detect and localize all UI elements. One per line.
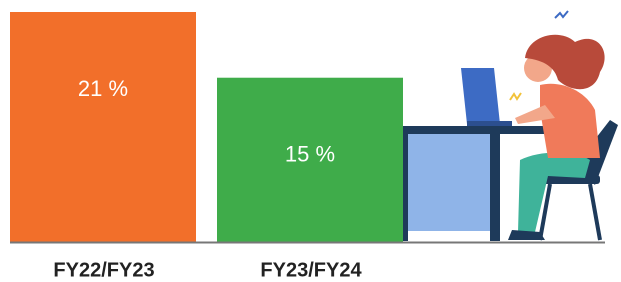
- category-label: FY22/FY23: [53, 259, 154, 281]
- laptop-base: [467, 121, 512, 126]
- chair-leg: [590, 184, 600, 240]
- stress-mark: [510, 93, 521, 100]
- category-label: FY23/FY24: [260, 259, 362, 281]
- shirt: [540, 84, 600, 158]
- value-label: 15 %: [285, 142, 335, 167]
- trousers: [518, 153, 590, 233]
- shoe: [508, 230, 545, 240]
- desk-top: [382, 126, 552, 134]
- bar: [10, 12, 196, 242]
- value-label: 21 %: [78, 76, 128, 101]
- page: 21 %FY22/FY2315 %FY23/FY24 (() => { cons…: [0, 0, 621, 282]
- illustration: [382, 11, 618, 241]
- laptop: [461, 68, 500, 124]
- chart: 21 % FY22/FY23 15 % FY23/FY24: [0, 0, 621, 282]
- desk-panel: [400, 133, 492, 231]
- desk-leg: [490, 133, 500, 241]
- stress-mark: [555, 11, 568, 18]
